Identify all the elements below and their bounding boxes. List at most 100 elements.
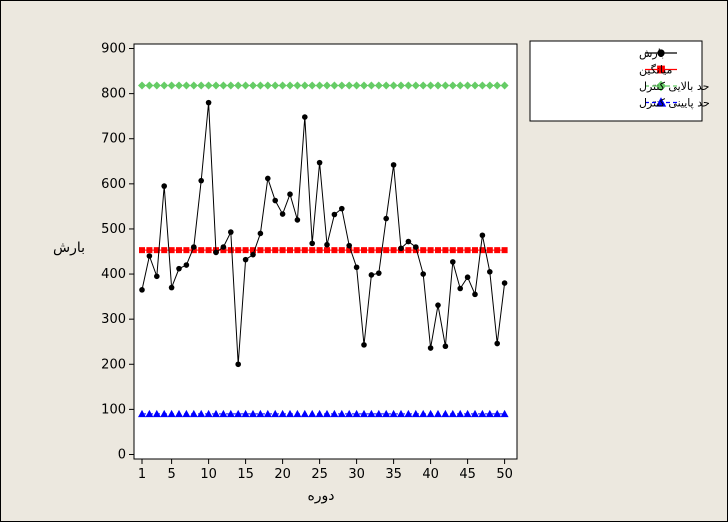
data-point [271, 409, 280, 418]
data-point [389, 409, 398, 418]
data-point [323, 409, 331, 418]
legend-marker [655, 97, 667, 107]
series-0 [139, 99, 508, 368]
x-axis: 1 5 10 15 20 25 30 35 40 45 50 [138, 459, 513, 482]
data-point [263, 409, 272, 418]
data-point [463, 81, 472, 90]
data-point [456, 409, 465, 418]
data-point [471, 81, 479, 90]
data-point [219, 409, 228, 418]
data-point [175, 81, 183, 90]
data-point [160, 81, 169, 90]
data-point [213, 249, 219, 256]
data-point [397, 409, 405, 418]
data-point [493, 81, 502, 90]
data-point [308, 409, 317, 418]
data-point [441, 409, 450, 418]
data-point [204, 81, 213, 90]
data-point [478, 81, 487, 90]
data-point [212, 81, 220, 90]
data-point [146, 247, 153, 254]
data-point [382, 409, 391, 418]
data-point [316, 247, 323, 254]
data-point [324, 247, 330, 254]
data-point [457, 247, 464, 254]
data-point [361, 247, 367, 254]
data-point [191, 244, 197, 250]
data-point [426, 81, 435, 90]
data-point [256, 409, 265, 418]
data-point [242, 247, 249, 254]
y-tick-label: 900 [101, 42, 126, 57]
x-tick-label: 30 [348, 467, 365, 482]
data-point [397, 81, 405, 90]
data-point [139, 287, 145, 293]
data-point [204, 409, 213, 418]
data-point [405, 238, 412, 245]
legend-label: میانگین [639, 64, 673, 77]
data-point [293, 409, 302, 418]
data-point [404, 409, 413, 418]
data-point [227, 247, 234, 254]
data-point [448, 81, 457, 90]
data-point [478, 409, 487, 418]
data-point [331, 211, 338, 218]
data-point [353, 247, 360, 254]
data-point [249, 409, 257, 418]
data-point [426, 409, 435, 418]
data-point [278, 409, 287, 418]
data-point [190, 247, 197, 254]
data-point [145, 409, 154, 418]
data-point [309, 247, 316, 254]
data-point [182, 81, 191, 90]
series-line [141, 102, 506, 365]
data-point [235, 361, 241, 368]
data-point [183, 247, 190, 254]
legend-label: حد پایینی کنترل [639, 97, 710, 110]
data-point [219, 81, 228, 90]
data-point [300, 409, 309, 418]
data-point [302, 114, 308, 120]
x-tick-label: 5 [167, 467, 175, 482]
data-point [337, 81, 346, 90]
data-point [257, 247, 264, 254]
data-point [197, 409, 206, 418]
data-point [472, 247, 478, 254]
data-point [241, 409, 250, 418]
data-point [457, 285, 464, 292]
data-point [487, 268, 493, 275]
data-point [331, 247, 338, 254]
data-point [272, 247, 279, 254]
data-point [375, 247, 382, 254]
data-point [353, 264, 360, 271]
data-point [293, 81, 302, 90]
data-point [368, 272, 375, 278]
legend-item: میانگین [639, 64, 677, 77]
x-tick-label: 15 [237, 467, 254, 482]
data-point [367, 81, 376, 90]
data-point [337, 409, 346, 418]
series-1 [139, 247, 508, 254]
data-point [139, 247, 145, 254]
x-tick-label: 35 [385, 467, 402, 482]
data-point [494, 340, 501, 347]
data-point [228, 229, 234, 235]
y-tick-label: 100 [101, 402, 126, 417]
data-point [500, 409, 509, 418]
data-point [390, 247, 397, 254]
x-tick-label: 25 [311, 467, 328, 482]
legend-marker [657, 49, 665, 57]
y-tick-label: 700 [101, 132, 126, 147]
data-point [398, 245, 404, 252]
data-point [330, 81, 339, 90]
legend-item: حد بالایی کنترل [639, 80, 709, 93]
data-point [442, 247, 449, 254]
data-point [235, 247, 242, 254]
data-point [234, 409, 243, 418]
data-point [389, 81, 398, 90]
x-tick-label: 45 [459, 467, 476, 482]
data-point [376, 270, 382, 276]
data-point [420, 247, 427, 254]
data-point [374, 409, 383, 418]
legend-item: حد پایینی کنترل [639, 97, 710, 110]
